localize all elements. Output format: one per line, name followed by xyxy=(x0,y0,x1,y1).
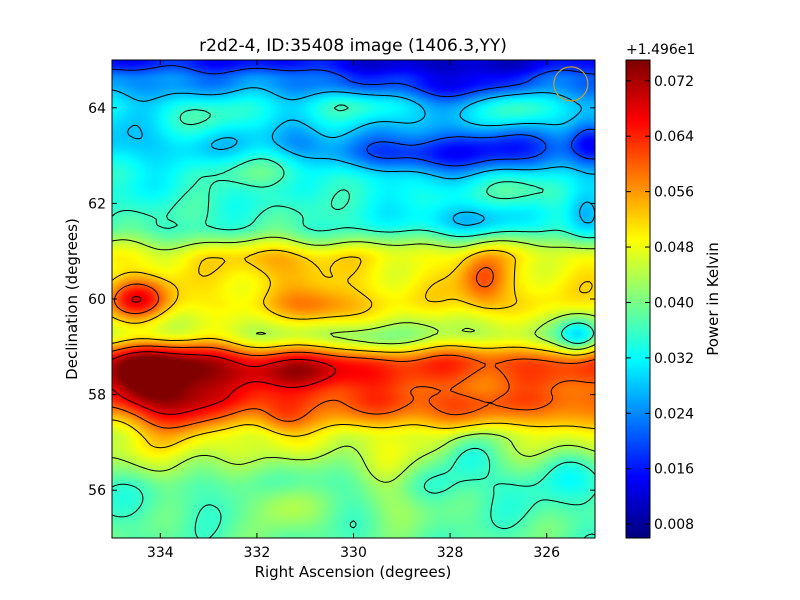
y-tick-label: 60 xyxy=(88,292,106,308)
colorbar-ticks: 0.008 0.016 0.024 0.032 0.040 0.048 0.056 0.064… xyxy=(626,74,694,533)
colorbar-tick-label: 0.056 xyxy=(654,185,694,201)
x-tick-label: 326 xyxy=(533,545,560,561)
x-axis-label: Right Ascension (degrees) xyxy=(255,563,452,581)
contour-level-0.02 xyxy=(111,65,596,167)
colorbar-tick-label: 0.032 xyxy=(654,351,694,367)
contour-level-0.044 xyxy=(111,236,596,483)
y-tick-label: 62 xyxy=(88,196,106,212)
chart-title: r2d2-4, ID:35408 image (1406.3,YY) xyxy=(199,36,507,56)
colorbar-tick-label: 0.040 xyxy=(654,295,694,311)
y-axis: 56 58 60 62 64 xyxy=(88,101,595,499)
plot-area xyxy=(111,59,596,539)
contour-level-0.068 xyxy=(111,296,336,415)
colorbar-tick-label: 0.024 xyxy=(654,406,694,422)
y-tick-label: 58 xyxy=(88,388,106,404)
contour-level-0.052 xyxy=(111,249,596,449)
y-tick-label: 64 xyxy=(88,101,106,117)
x-tick-label: 328 xyxy=(437,545,464,561)
x-tick-label: 330 xyxy=(340,545,367,561)
x-tick-label: 334 xyxy=(147,545,174,561)
beam-marker xyxy=(553,66,589,102)
contour-level-0.036 xyxy=(111,104,596,539)
x-tick-label: 332 xyxy=(244,545,271,561)
colorbar: 0.008 0.016 0.024 0.032 0.040 0.048 0.056 0.064… xyxy=(625,42,722,539)
contour-lines xyxy=(111,65,596,539)
colorbar-tick-label: 0.008 xyxy=(654,517,694,533)
x-axis: 334 332 330 328 326 xyxy=(147,60,560,561)
colorbar-tick-label: 0.064 xyxy=(654,129,694,145)
y-axis-label: Declination (degrees) xyxy=(63,218,81,380)
heatmap-image xyxy=(112,60,595,538)
colorbar-tick-label: 0.048 xyxy=(654,240,694,256)
colorbar-tick-label: 0.016 xyxy=(654,462,694,478)
contour-level-0.06 xyxy=(111,266,596,429)
colorbar-frame xyxy=(625,59,651,539)
colorbar-offset-label: +1.496e1 xyxy=(626,42,695,58)
y-tick-label: 56 xyxy=(88,483,106,499)
colorbar-gradient xyxy=(626,60,650,538)
colorbar-label: Power in Kelvin xyxy=(704,242,722,356)
colorbar-tick-label: 0.072 xyxy=(654,74,694,90)
contour-level-0.028 xyxy=(111,87,596,226)
